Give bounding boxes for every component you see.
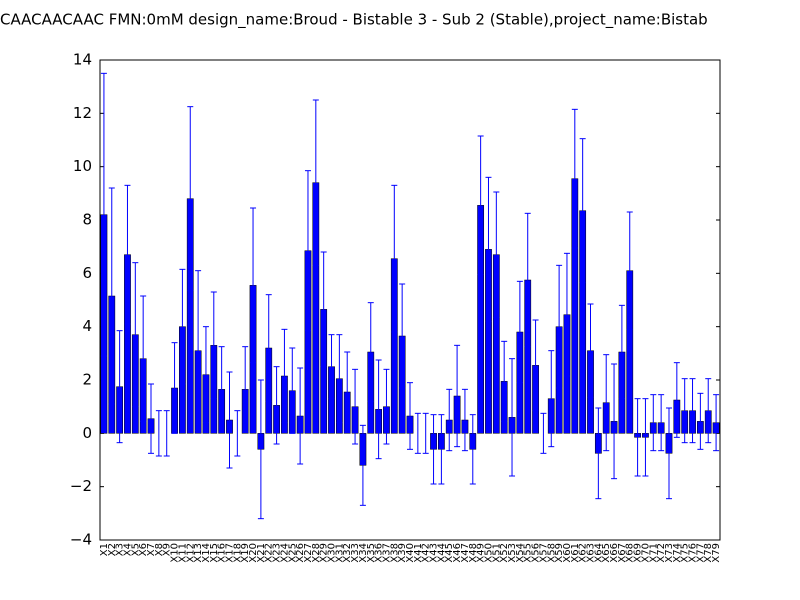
x-tick-label: X77: [695, 543, 706, 563]
x-tick-label: X18: [232, 543, 243, 563]
x-tick-label: X33: [350, 543, 361, 563]
x-tick-label: X22: [264, 543, 275, 563]
x-tick-label: X37: [381, 543, 392, 563]
x-tick-label: X31: [334, 543, 345, 563]
x-tick-label: X70: [640, 543, 651, 563]
x-tick-label: X49: [476, 543, 487, 563]
x-tick-label: X78: [703, 543, 714, 563]
x-tick-label: X13: [193, 543, 204, 563]
y-tick-label: 2: [82, 371, 92, 389]
x-tick-label: X66: [609, 543, 620, 563]
x-tick-label: X4: [122, 543, 133, 556]
x-tick-label: X25: [287, 543, 298, 563]
x-tick-label: X20: [248, 543, 259, 563]
x-tick-label: X69: [633, 543, 644, 563]
x-tick-label: X15: [209, 543, 220, 563]
x-tick-label: X1: [99, 543, 110, 556]
x-tick-label: X19: [240, 543, 251, 563]
x-tick-label: X10: [170, 543, 181, 563]
x-tick-label: X17: [224, 543, 235, 563]
x-tick-label: X5: [130, 543, 141, 556]
x-tick-label: X76: [688, 543, 699, 563]
y-tick-label: 8: [82, 211, 92, 229]
x-tick-label: X36: [374, 543, 385, 563]
x-tick-label: X44: [436, 543, 447, 563]
x-tick-label: X61: [570, 543, 581, 563]
x-tick-label: X45: [444, 543, 455, 563]
x-tick-label: X63: [586, 543, 597, 563]
x-tick-label: X52: [499, 543, 510, 563]
x-tick-label: X41: [413, 543, 424, 563]
y-tick-label: 12: [73, 104, 92, 122]
x-tick-label: X60: [562, 543, 573, 563]
x-tick-label: X75: [680, 543, 691, 563]
x-tick-label: X14: [201, 543, 212, 563]
x-tick-label: X42: [421, 543, 432, 563]
x-tick-label: X68: [625, 543, 636, 563]
x-tick-label: X12: [185, 543, 196, 563]
x-tick-label: X72: [656, 543, 667, 563]
x-tick-label: X27: [303, 543, 314, 563]
x-tick-label: X62: [578, 543, 589, 563]
x-tick-label: X58: [546, 543, 557, 563]
x-tick-label: X50: [483, 543, 494, 563]
x-tick-label: X23: [272, 543, 283, 563]
x-tick-label: X71: [648, 543, 659, 563]
x-tick-label: X8: [154, 543, 165, 556]
x-tick-label: X47: [460, 543, 471, 563]
y-tick-label: 6: [82, 264, 92, 282]
x-tick-label: X32: [342, 543, 353, 563]
x-tick-label: X30: [327, 543, 338, 563]
x-tick-label: X53: [507, 543, 518, 563]
y-tick-label: 10: [73, 157, 92, 175]
y-tick-label: 0: [82, 424, 92, 442]
x-tick-label: X79: [711, 543, 722, 563]
x-tick-label: X48: [468, 543, 479, 563]
x-tick-label: X43: [429, 543, 440, 563]
x-tick-label: X64: [593, 543, 604, 563]
x-tick-label: X46: [452, 543, 463, 563]
x-tick-label: X21: [256, 543, 267, 563]
x-tick-label: X9: [162, 543, 173, 556]
y-tick-label: −2: [70, 477, 92, 495]
x-tick-label: X65: [601, 543, 612, 563]
y-tick-label: −4: [70, 531, 92, 549]
x-tick-label: X6: [138, 543, 149, 556]
x-tick-label: X11: [177, 543, 188, 563]
x-tick-label: X38: [389, 543, 400, 563]
chart-title: CAACAACAAC FMN:0mM design_name:Broud - B…: [0, 11, 708, 30]
x-tick-label: X56: [531, 543, 542, 563]
y-tick-label: 4: [82, 317, 92, 335]
x-tick-label: X74: [672, 543, 683, 563]
x-tick-label: X40: [405, 543, 416, 563]
x-tick-label: X2: [107, 543, 118, 556]
x-tick-label: X73: [664, 543, 675, 563]
x-tick-label: X7: [146, 543, 157, 556]
x-tick-label: X59: [554, 543, 565, 563]
x-tick-label: X55: [523, 543, 534, 563]
x-tick-label: X54: [515, 543, 526, 563]
x-tick-label: X39: [397, 543, 408, 563]
x-tick-label: X67: [617, 543, 628, 563]
y-tick-label: 14: [73, 51, 92, 69]
x-tick-label: X3: [115, 543, 126, 556]
plot-frame: [99, 59, 721, 541]
x-tick-label: X34: [358, 543, 369, 563]
x-tick-label: X51: [491, 543, 502, 563]
x-tick-label: X29: [319, 543, 330, 563]
x-tick-label: X16: [217, 543, 228, 563]
x-tick-label: X26: [295, 543, 306, 563]
x-tick-label: X57: [538, 543, 549, 563]
x-tick-label: X28: [311, 543, 322, 563]
x-tick-label: X35: [366, 543, 377, 563]
x-tick-label: X24: [279, 543, 290, 563]
